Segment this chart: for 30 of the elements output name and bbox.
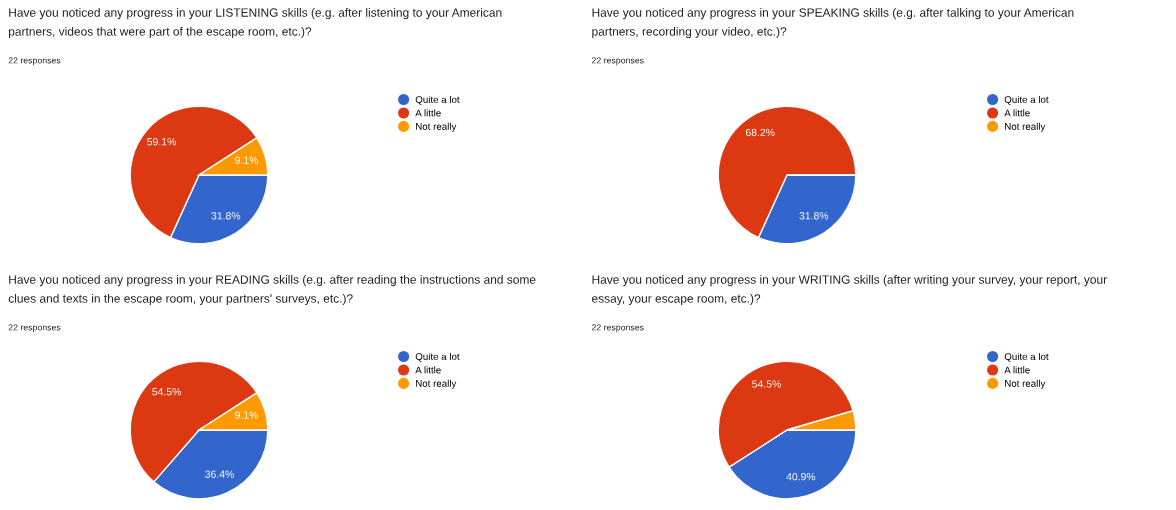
- legend-label: Not really: [416, 379, 457, 389]
- legend-label: Quite a lot: [1004, 352, 1049, 362]
- legend-label: Quite a lot: [1004, 95, 1049, 105]
- legend-label: Quite a lot: [415, 352, 460, 362]
- data-label: 9.1%: [235, 156, 259, 164]
- legend-label: A little: [1004, 366, 1030, 374]
- legend-label: A little: [415, 109, 441, 117]
- legend-label: A little: [415, 366, 441, 374]
- text: 22 responses: [591, 324, 644, 333]
- data-label: 31.8%: [211, 212, 241, 220]
- legend-label: Not really: [1005, 379, 1046, 389]
- legend-label: Quite a lot: [415, 95, 460, 105]
- text: 22 responses: [8, 57, 61, 66]
- data-label: 40.9%: [786, 472, 816, 481]
- chart-title: Have you noticed any progress in your READING skills (e.g. after reading the instructions and some clues and texts in the escape room, your partners' surveys, etc.)?: [8, 275, 536, 306]
- chart-title: Have you noticed any progress in your LISTENING skills (e.g. after listening to your American partners, videos that were part of the escape room, etc.)?: [9, 8, 502, 39]
- data-label: 59.1%: [147, 138, 176, 146]
- data-label: 31.8%: [799, 212, 829, 220]
- text: 22 responses: [591, 57, 644, 66]
- chart-title: Have you noticed any progress in your SPEAKING skills (e.g. after talking to your American partners, recording your video, etc.)?: [592, 8, 1074, 39]
- legend-label: Not really: [1005, 122, 1046, 132]
- data-label: 54.5%: [752, 380, 781, 388]
- legend-label: A little: [1004, 109, 1030, 117]
- data-label: 54.5%: [152, 388, 181, 396]
- data-label: 9.1%: [235, 411, 259, 419]
- text: 22 responses: [8, 324, 61, 333]
- chart-title: Have you noticed any progress in your WRITING skills (after writing your survey, your report, your essay, your escape room, etc.)?: [592, 275, 1107, 306]
- data-label: 36.4%: [205, 470, 234, 478]
- legend-label: Not really: [416, 122, 457, 132]
- data-label: 68.2%: [745, 128, 775, 137]
